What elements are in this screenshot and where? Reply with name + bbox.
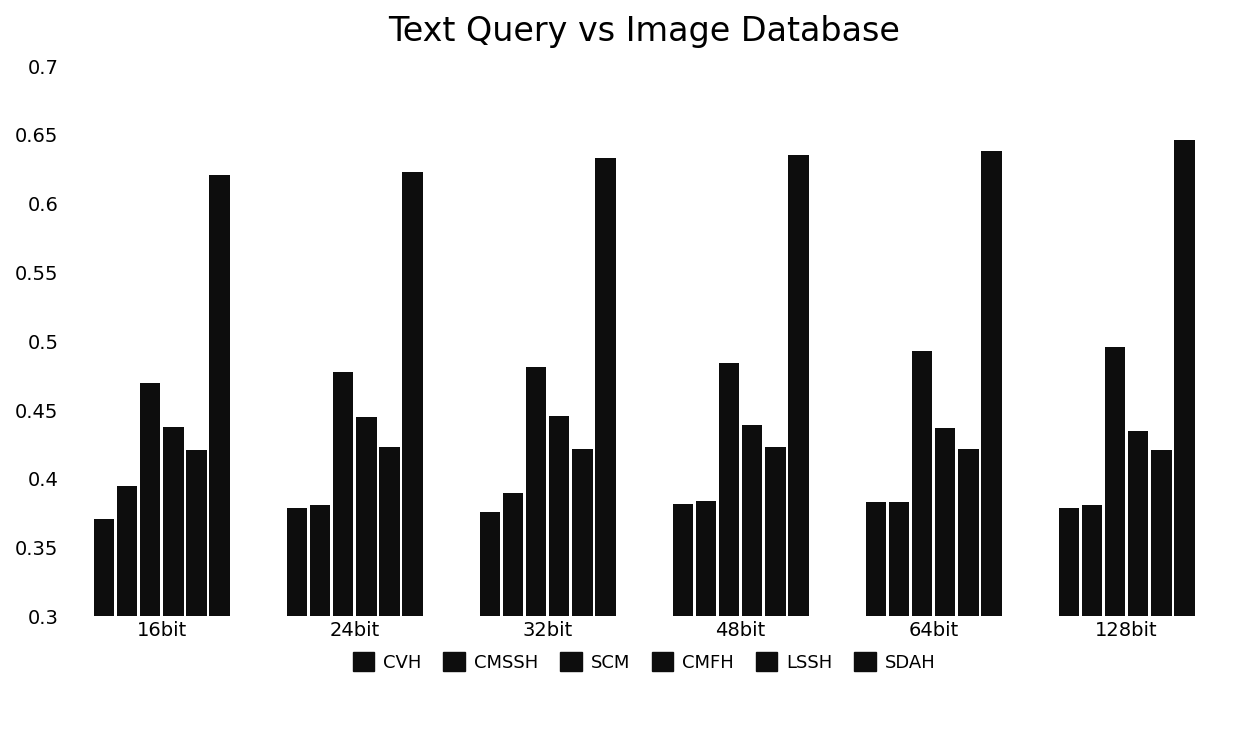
Bar (1105, 346, 1125, 616)
Bar (310, 505, 330, 616)
Bar (789, 155, 808, 616)
Bar (1081, 505, 1102, 616)
Bar (334, 371, 353, 616)
Bar (719, 363, 739, 616)
Title: Text Query vs Image Database: Text Query vs Image Database (388, 15, 900, 48)
Bar (403, 172, 423, 616)
Bar (210, 175, 229, 616)
Bar (742, 425, 763, 616)
Bar (981, 152, 1002, 616)
Bar (889, 503, 909, 616)
Bar (672, 503, 693, 616)
Bar (1059, 508, 1079, 616)
Bar (502, 493, 523, 616)
Bar (911, 351, 932, 616)
Bar (866, 503, 885, 616)
Bar (526, 368, 547, 616)
Bar (1151, 450, 1172, 616)
Bar (480, 512, 500, 616)
Bar (117, 486, 138, 616)
Bar (286, 508, 308, 616)
Bar (959, 448, 978, 616)
Legend: CVH, CMSSH, SCM, CMFH, LSSH, SDAH: CVH, CMSSH, SCM, CMFH, LSSH, SDAH (345, 645, 944, 679)
Bar (935, 428, 955, 616)
Bar (572, 448, 593, 616)
Bar (186, 450, 207, 616)
Bar (1174, 140, 1194, 616)
Bar (549, 416, 569, 616)
Bar (379, 447, 399, 616)
Bar (595, 158, 616, 616)
Bar (164, 427, 184, 616)
Bar (696, 501, 717, 616)
Bar (356, 417, 377, 616)
Bar (140, 382, 160, 616)
Bar (94, 519, 114, 616)
Bar (1128, 430, 1148, 616)
Bar (765, 447, 786, 616)
